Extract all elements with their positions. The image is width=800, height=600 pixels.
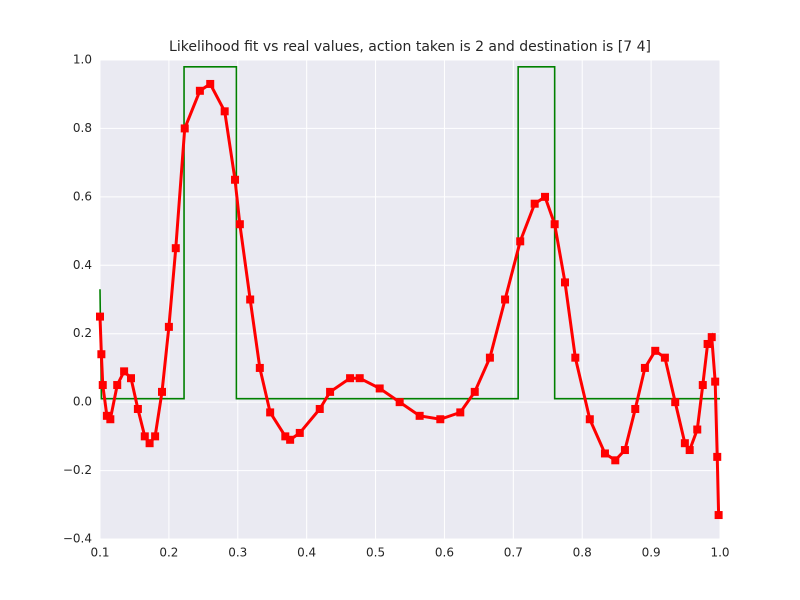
marker <box>660 353 669 362</box>
y-tick-label: 0.6 <box>73 189 92 203</box>
marker <box>96 312 104 321</box>
y-tick-label: 0.0 <box>73 395 92 409</box>
marker <box>266 408 275 417</box>
marker <box>206 79 215 88</box>
marker <box>98 381 107 390</box>
marker <box>631 404 640 413</box>
y-tick-label: 0.8 <box>73 121 92 135</box>
plot-area <box>100 60 720 539</box>
x-tick-label: 0.7 <box>504 546 523 560</box>
marker <box>693 425 702 434</box>
x-tick-label: 0.4 <box>297 546 316 560</box>
marker <box>711 377 720 386</box>
marker <box>140 432 149 441</box>
marker <box>714 511 723 520</box>
marker <box>561 278 569 287</box>
marker <box>220 107 229 116</box>
marker <box>326 387 335 396</box>
marker <box>585 415 594 424</box>
marker <box>698 381 707 390</box>
y-tick-label: −0.4 <box>63 532 92 546</box>
marker <box>680 439 689 448</box>
marker <box>436 415 445 424</box>
marker <box>375 384 384 393</box>
marker <box>180 124 189 133</box>
marker <box>713 452 722 461</box>
marker <box>120 367 129 376</box>
marker <box>501 295 510 304</box>
marker <box>470 387 479 396</box>
x-tick-label: 0.1 <box>90 546 109 560</box>
marker <box>395 398 404 407</box>
x-tick-label: 0.6 <box>435 546 454 560</box>
marker <box>97 350 106 359</box>
marker <box>620 446 629 455</box>
marker <box>281 432 290 441</box>
x-tick-label: 1.0 <box>710 546 729 560</box>
marker <box>246 295 255 304</box>
marker <box>346 374 355 383</box>
marker <box>295 428 304 437</box>
marker <box>600 449 609 458</box>
x-tick-label: 0.3 <box>228 546 247 560</box>
series-line <box>99 66 720 400</box>
marker <box>171 244 180 253</box>
marker <box>530 199 539 208</box>
marker <box>355 374 364 383</box>
y-tick-label: 0.4 <box>73 258 92 272</box>
x-tick-label: 0.5 <box>366 546 385 560</box>
y-tick-label: 0.2 <box>73 326 92 340</box>
marker <box>286 435 295 444</box>
marker <box>164 322 173 331</box>
marker <box>235 220 244 229</box>
marker <box>158 387 166 396</box>
marker <box>145 439 154 448</box>
marker <box>195 86 204 95</box>
marker <box>127 374 135 383</box>
x-tick-label: 0.9 <box>642 546 661 560</box>
x-tick-label: 0.8 <box>573 546 592 560</box>
marker <box>415 411 424 420</box>
marker <box>151 432 160 441</box>
marker <box>106 415 115 424</box>
marker <box>456 408 465 417</box>
marker <box>485 353 494 362</box>
marker <box>611 456 620 465</box>
marker <box>707 333 716 342</box>
marker <box>571 353 580 362</box>
marker <box>651 346 660 355</box>
marker <box>255 363 264 372</box>
chart-title: Likelihood fit vs real values, action ta… <box>169 39 651 55</box>
marker <box>516 237 525 246</box>
marker <box>113 381 122 390</box>
marker <box>640 363 649 372</box>
marker <box>550 220 559 229</box>
y-tick-label: 1.0 <box>73 53 92 67</box>
marker <box>703 339 712 348</box>
x-tick-label: 0.2 <box>159 546 178 560</box>
marker <box>671 398 680 407</box>
marker <box>541 192 550 201</box>
marker <box>315 404 324 413</box>
marker <box>133 404 142 413</box>
marker <box>231 175 240 184</box>
y-tick-label: −0.2 <box>63 463 92 477</box>
marker <box>685 446 694 455</box>
